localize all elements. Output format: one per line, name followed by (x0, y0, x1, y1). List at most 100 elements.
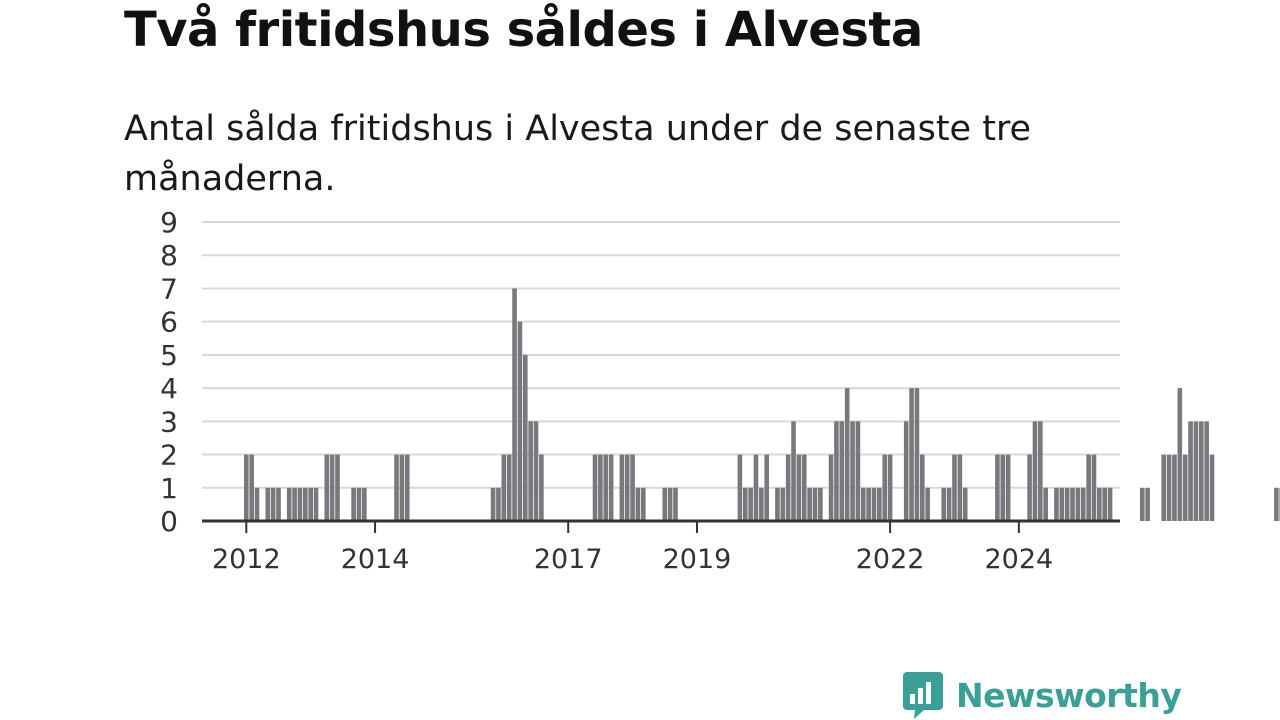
axes (202, 519, 1120, 533)
bar (1000, 454, 1006, 521)
bar (839, 421, 845, 521)
bar (919, 454, 925, 521)
bar (1209, 454, 1215, 521)
bar (1198, 421, 1204, 521)
bar (903, 421, 909, 521)
y-tick-label: 9 (160, 206, 178, 239)
bar (962, 487, 968, 521)
bar (335, 454, 340, 521)
bar (807, 487, 812, 521)
bar (1204, 421, 1209, 521)
bar (791, 421, 796, 521)
bar (780, 487, 786, 521)
bar (528, 421, 533, 521)
bar (1139, 487, 1145, 521)
bar (909, 388, 914, 521)
y-tick-label: 0 (160, 505, 178, 538)
bar (624, 454, 630, 521)
y-tick-label: 1 (160, 472, 178, 505)
bar (533, 421, 539, 521)
y-tick-label: 8 (160, 239, 178, 272)
bar (1075, 487, 1081, 521)
bar (946, 487, 952, 521)
bar (1102, 487, 1107, 521)
y-tick-label: 3 (160, 405, 178, 438)
bar (1097, 487, 1102, 521)
bar (775, 487, 780, 521)
bar (1064, 487, 1070, 521)
bar (608, 454, 614, 521)
bar (404, 454, 410, 521)
bar (667, 487, 673, 521)
bar (1274, 487, 1279, 521)
bar (635, 487, 641, 521)
bar (995, 454, 1000, 521)
bar (759, 487, 764, 521)
bar (1166, 454, 1172, 521)
bar (324, 454, 330, 521)
bar (877, 487, 882, 521)
y-tick-label: 5 (160, 339, 178, 372)
bar (957, 454, 963, 521)
bar (539, 454, 544, 521)
bar (630, 454, 635, 521)
bar (925, 487, 930, 521)
bar (1027, 454, 1032, 521)
bar (351, 487, 356, 521)
bar (641, 487, 646, 521)
bar (276, 487, 281, 521)
bar (1032, 421, 1038, 521)
bar (292, 487, 297, 521)
bar (619, 454, 625, 521)
bar (297, 487, 303, 521)
bar (673, 487, 678, 521)
bar (1172, 454, 1177, 521)
bar (362, 487, 367, 521)
bar (1054, 487, 1059, 521)
bar (394, 454, 399, 521)
bar (1188, 421, 1193, 521)
bar (785, 454, 791, 521)
bar (496, 487, 501, 521)
newsworthy-logo: Newsworthy (902, 670, 1182, 720)
bar (286, 487, 292, 521)
bar (1091, 454, 1097, 521)
bar (313, 487, 319, 521)
bar (764, 454, 769, 521)
bar (844, 388, 850, 521)
y-tick-label: 6 (160, 306, 178, 339)
bar (1080, 487, 1086, 521)
bar (501, 454, 507, 521)
bar (753, 454, 759, 521)
bar (1193, 421, 1199, 521)
bar (303, 487, 308, 521)
bar (742, 487, 748, 521)
bar (356, 487, 362, 521)
bar (308, 487, 313, 521)
bars (244, 288, 1280, 521)
brand-name: Newsworthy (956, 675, 1182, 715)
bar (399, 454, 405, 521)
bar (796, 454, 802, 521)
bar (818, 487, 823, 521)
x-tick-label: 2024 (985, 544, 1054, 575)
grid-lines (202, 221, 1120, 489)
y-tick-label: 2 (160, 439, 178, 472)
bar (914, 388, 920, 521)
x-tick-label: 2014 (341, 544, 410, 575)
bar (834, 421, 839, 521)
x-tick-label: 2017 (534, 544, 603, 575)
bar (522, 354, 528, 521)
bar (801, 454, 807, 521)
bar (871, 487, 877, 521)
bar (882, 454, 888, 521)
chart-subtitle: Antal sålda fritidshus i Alvesta under d… (124, 109, 1032, 199)
bar (592, 454, 598, 521)
bar (941, 487, 947, 521)
bar (850, 421, 855, 521)
bar (512, 288, 517, 521)
bar (860, 487, 866, 521)
bar (1005, 454, 1011, 521)
bar (598, 454, 603, 521)
